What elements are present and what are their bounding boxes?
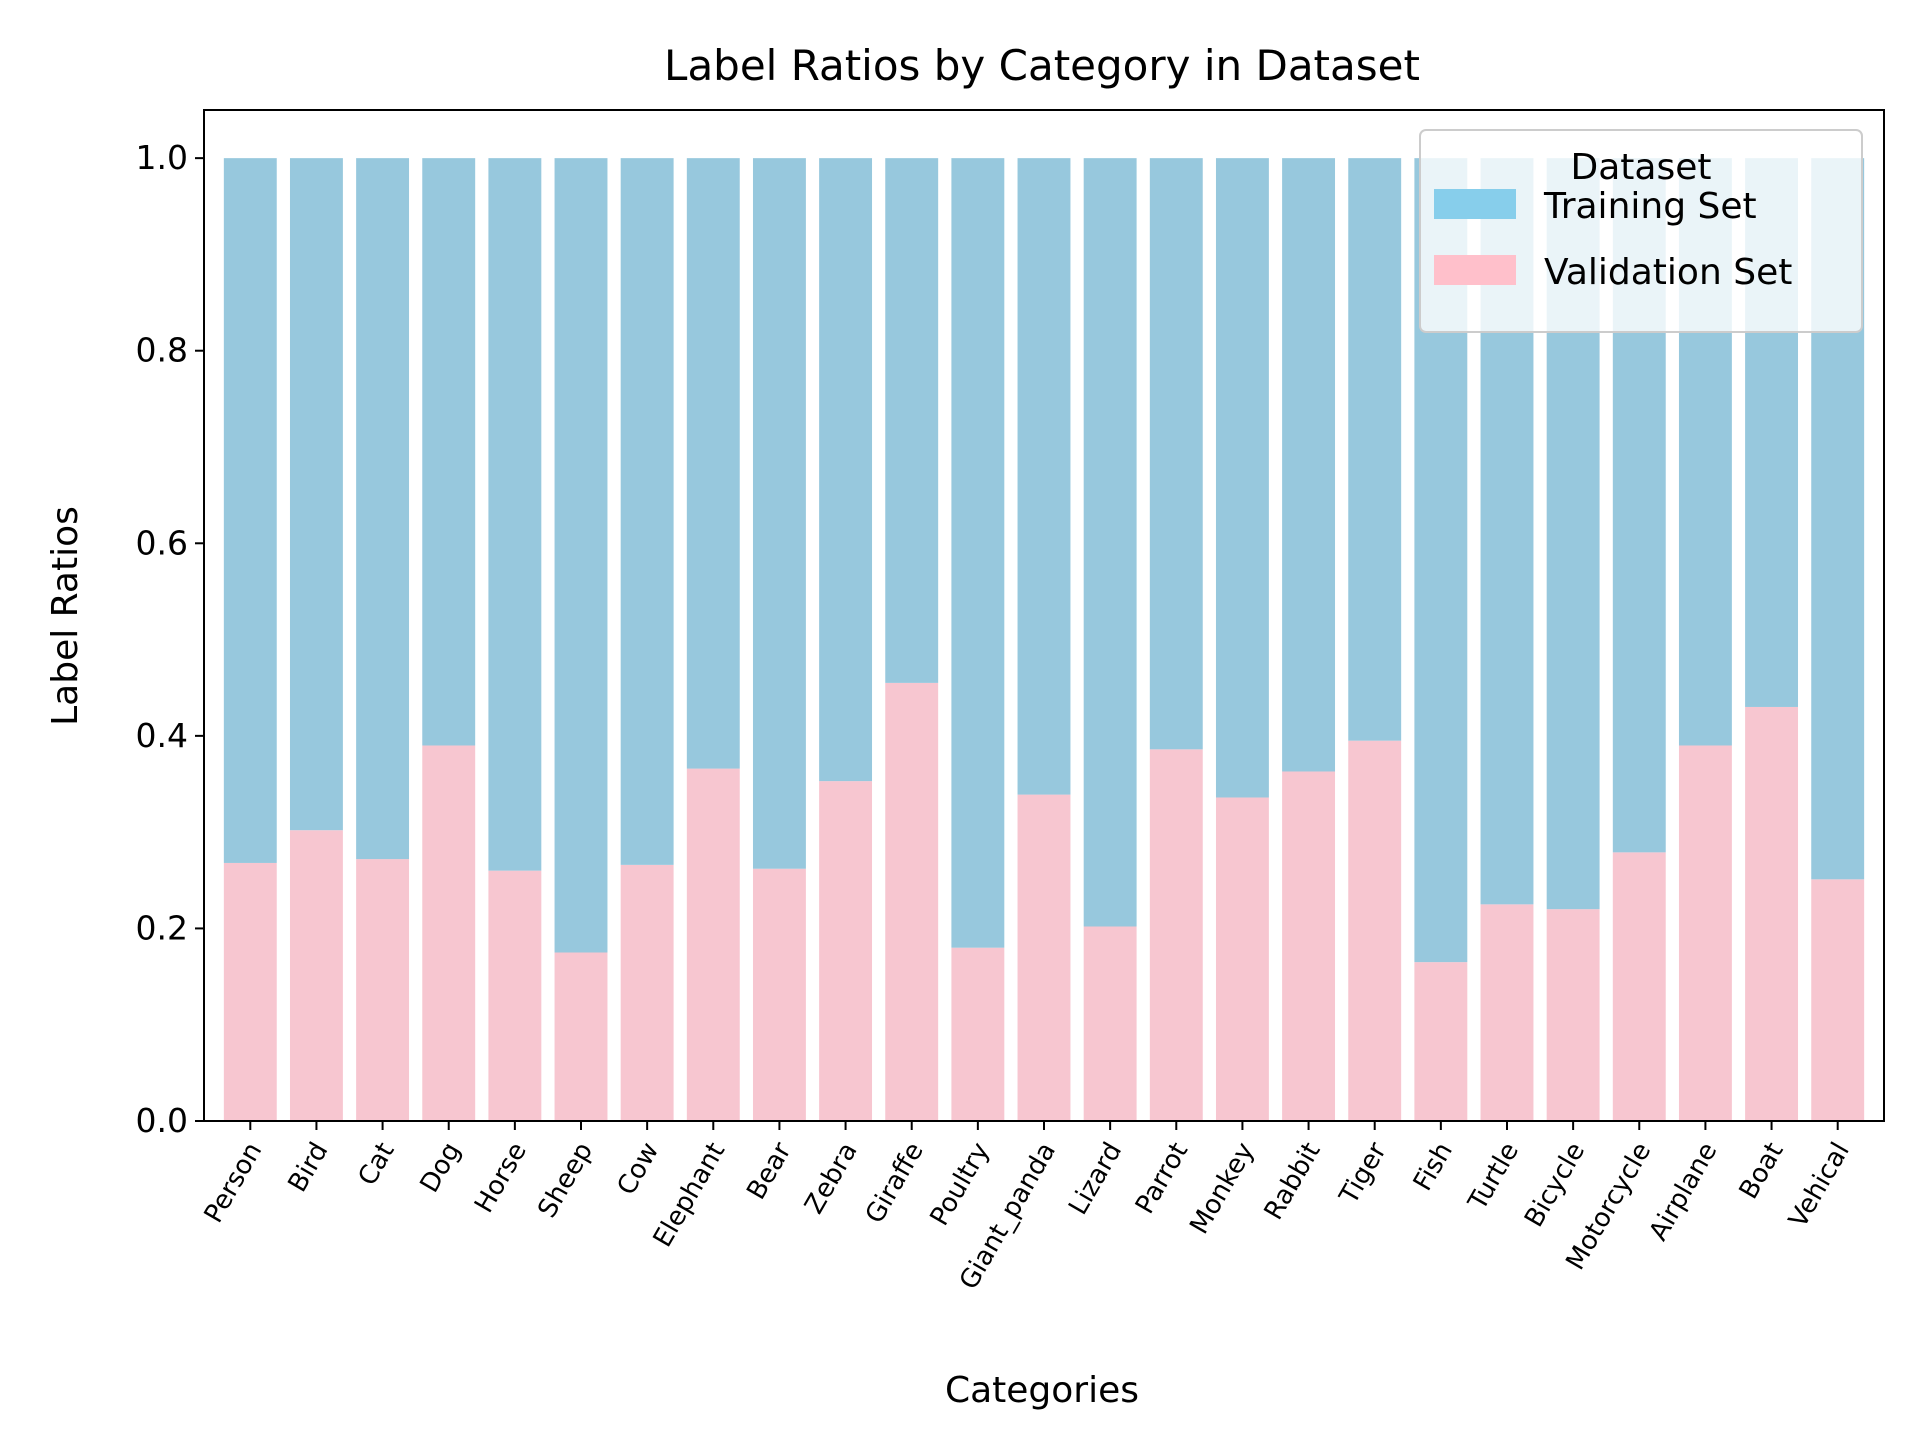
bar-training-set-zebra [819, 158, 873, 782]
bar-validation-set-cow [620, 864, 674, 1121]
y-tick-label: 0.4 [136, 716, 188, 755]
bar-validation-set-bear [752, 868, 806, 1121]
bar-validation-set-parrot [1149, 749, 1203, 1121]
bar-validation-set-boat [1745, 706, 1799, 1121]
bar-training-set-dog [422, 158, 476, 746]
bar-training-set-bear [752, 158, 806, 869]
chart-title: Label Ratios by Category in Dataset [664, 41, 1420, 90]
bar-validation-set-cat [356, 859, 410, 1121]
bar-validation-set-sheep [554, 952, 608, 1121]
bars-group [223, 158, 1865, 1121]
y-axis-label: Label Ratios [45, 506, 86, 726]
x-axis-label: Categories [945, 1370, 1139, 1411]
bar-training-set-person [223, 158, 277, 863]
bar-validation-set-giraffe [885, 682, 939, 1121]
bar-validation-set-vehical [1811, 879, 1865, 1121]
bar-validation-set-fish [1414, 962, 1468, 1121]
legend-swatch-validation-set [1434, 255, 1516, 285]
bar-validation-set-airplane [1678, 745, 1732, 1121]
bar-validation-set-turtle [1480, 904, 1534, 1121]
bar-validation-set-bird [289, 830, 343, 1121]
legend-swatch-training-set [1434, 189, 1516, 219]
y-tick-label: 0.6 [136, 523, 188, 562]
bar-validation-set-poultry [951, 947, 1005, 1121]
bar-validation-set-lizard [1083, 926, 1137, 1121]
bar-validation-set-tiger [1348, 740, 1402, 1121]
bar-training-set-bird [289, 158, 343, 831]
bar-training-set-elephant [686, 158, 740, 769]
bar-validation-set-motorcycle [1612, 852, 1666, 1121]
y-axis: 0.0 0.2 0.4 0.6 0.8 1.0 [136, 138, 204, 1140]
legend-title: Dataset [1571, 147, 1712, 188]
y-tick-label: 0.8 [136, 331, 188, 370]
bar-validation-set-rabbit [1282, 771, 1336, 1121]
bar-training-set-giant_panda [1017, 158, 1071, 795]
legend: Dataset Training Set Validation Set [1419, 129, 1863, 333]
legend-label-training-set: Training Set [1543, 186, 1757, 227]
bar-training-set-giraffe [885, 158, 939, 683]
y-tick-label: 0.2 [136, 908, 188, 947]
bar-validation-set-horse [488, 870, 542, 1121]
bar-validation-set-giant_panda [1017, 794, 1071, 1121]
bar-training-set-horse [488, 158, 542, 871]
bar-training-set-lizard [1083, 158, 1137, 927]
bar-training-set-monkey [1215, 158, 1269, 798]
bar-validation-set-zebra [819, 781, 873, 1121]
y-tick-label: 1.0 [136, 138, 188, 177]
bar-training-set-poultry [951, 158, 1005, 948]
bar-training-set-rabbit [1282, 158, 1336, 772]
bar-validation-set-elephant [686, 768, 740, 1121]
bar-validation-set-monkey [1215, 797, 1269, 1121]
y-tick-label: 0.0 [136, 1101, 188, 1140]
bar-training-set-sheep [554, 158, 608, 953]
legend-label-validation-set: Validation Set [1544, 252, 1792, 293]
bar-training-set-cat [356, 158, 410, 860]
legend-box [1419, 129, 1863, 333]
bar-validation-set-bicycle [1546, 909, 1600, 1121]
bar-training-set-tiger [1348, 158, 1402, 741]
bar-validation-set-person [223, 862, 277, 1121]
bar-training-set-parrot [1149, 158, 1203, 750]
bar-validation-set-dog [422, 745, 476, 1121]
legend-items: Training Set Validation Set [1434, 186, 1792, 293]
plot-frame [203, 109, 1885, 1122]
bar-training-set-cow [620, 158, 674, 865]
